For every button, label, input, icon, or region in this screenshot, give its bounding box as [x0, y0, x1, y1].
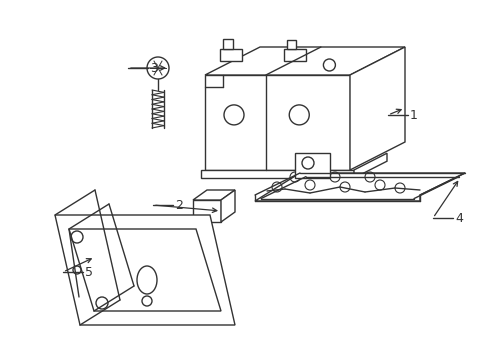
Polygon shape [221, 190, 235, 222]
Polygon shape [349, 47, 404, 170]
Polygon shape [254, 173, 464, 201]
Polygon shape [294, 153, 329, 178]
Polygon shape [204, 47, 404, 75]
Text: 5: 5 [85, 266, 93, 279]
Polygon shape [284, 49, 305, 61]
Text: 2: 2 [175, 198, 183, 212]
Polygon shape [201, 170, 353, 178]
Polygon shape [353, 153, 386, 178]
Polygon shape [220, 49, 242, 61]
Polygon shape [55, 215, 235, 325]
Polygon shape [204, 75, 349, 170]
Polygon shape [286, 40, 295, 49]
Text: 1: 1 [409, 108, 417, 122]
Polygon shape [193, 200, 221, 222]
Polygon shape [223, 39, 232, 49]
Text: 4: 4 [454, 212, 462, 225]
Polygon shape [193, 190, 235, 200]
Text: 3: 3 [150, 62, 158, 75]
